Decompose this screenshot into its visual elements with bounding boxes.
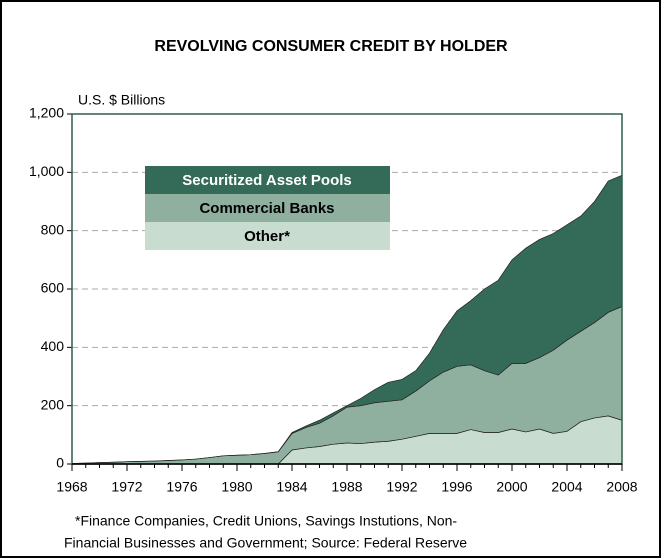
x-tick-label: 1996 (441, 479, 472, 495)
footnote: *Finance Companies, Credit Unions, Savin… (75, 513, 457, 529)
y-tick-label: 800 (41, 221, 65, 237)
x-tick-label: 1984 (276, 479, 307, 495)
x-tick-label: 2000 (496, 479, 527, 495)
x-tick-label: 1972 (111, 479, 142, 495)
y-tick-label: 400 (41, 338, 65, 354)
legend-swatch (145, 166, 390, 194)
legend-label: Securitized Asset Pools (182, 172, 352, 189)
y-tick-label: 1,000 (29, 163, 64, 179)
x-tick-label: 1992 (386, 479, 417, 495)
legend-swatch (145, 222, 390, 250)
y-tick-label: 1,200 (29, 105, 64, 121)
chart-title: REVOLVING CONSUMER CREDIT BY HOLDER (154, 38, 508, 55)
x-tick-label: 2008 (606, 479, 637, 495)
legend-label: Other* (244, 228, 290, 245)
x-tick-label: 1980 (221, 479, 252, 495)
x-tick-label: 1976 (166, 479, 197, 495)
y-axis-label: U.S. $ Billions (78, 92, 165, 108)
y-tick-label: 0 (56, 455, 64, 471)
x-tick-label: 1968 (56, 479, 87, 495)
legend-label: Commercial Banks (199, 200, 334, 217)
legend-swatch (145, 194, 390, 222)
x-tick-label: 1988 (331, 479, 362, 495)
y-tick-label: 200 (41, 396, 65, 412)
x-tick-label: 2004 (551, 479, 582, 495)
footnote: Financial Businesses and Government; Sou… (64, 535, 467, 551)
y-tick-label: 600 (41, 280, 65, 296)
